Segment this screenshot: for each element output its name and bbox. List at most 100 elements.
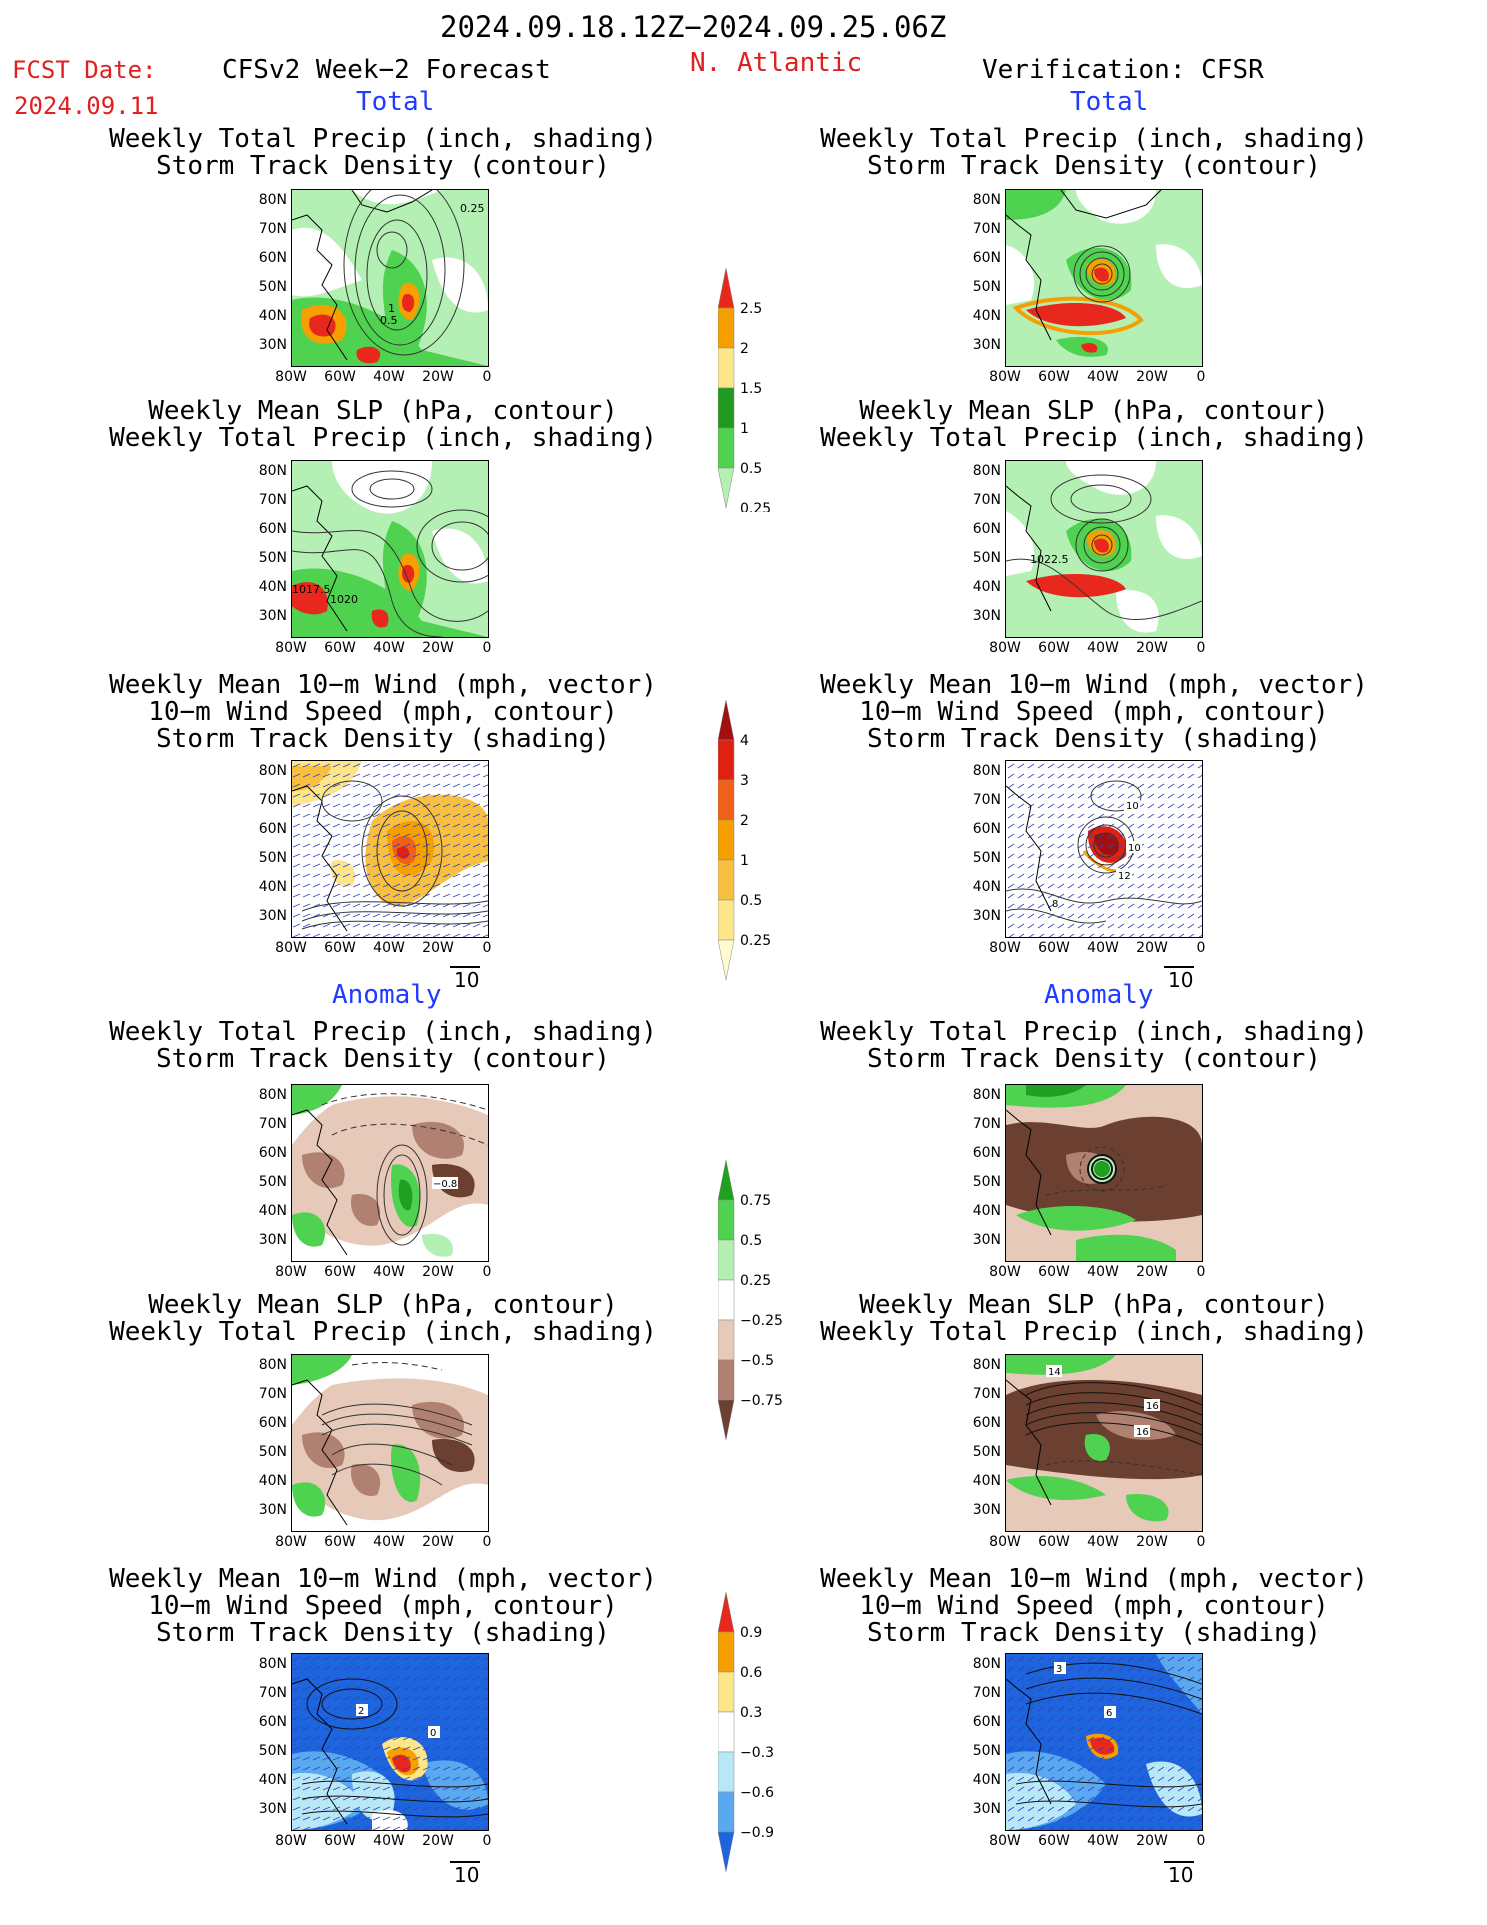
lat-tick-label: 50N bbox=[258, 850, 287, 866]
lon-tick-label: 20W bbox=[422, 369, 454, 385]
lat-tick-label: 60N bbox=[258, 250, 287, 266]
lon-tick-label: 40W bbox=[373, 940, 405, 956]
colorbar-swatch bbox=[717, 347, 735, 389]
colorbar-swatch bbox=[717, 267, 735, 309]
vector-reference-label: 10 bbox=[1168, 968, 1194, 992]
panel-title-line: Storm Track Density (contour) bbox=[156, 151, 610, 181]
lon-tick-label: 40W bbox=[373, 369, 405, 385]
lat-tick-label: 70N bbox=[972, 792, 1001, 808]
lat-tick-label: 30N bbox=[972, 337, 1001, 353]
colorbar-graphic: 4 3 2 1 0.5 0.25 bbox=[717, 699, 771, 981]
contour-label: 10 bbox=[1126, 801, 1139, 812]
lon-tick-label: 80W bbox=[275, 1833, 307, 1849]
colorbar-swatch bbox=[717, 1591, 735, 1633]
lon-tick-label: 80W bbox=[989, 369, 1021, 385]
map-forecast-total-wind bbox=[291, 760, 489, 938]
colorbar-label: −0.3 bbox=[740, 1745, 774, 1761]
lon-tick-label: 20W bbox=[422, 1264, 454, 1280]
lon-tick-label: 40W bbox=[1087, 1264, 1119, 1280]
lon-tick-label: 0 bbox=[482, 1264, 492, 1280]
colorbar-precip-total: 2.5 2 1.5 1 0.5 0.25 bbox=[717, 267, 808, 517]
lat-tick-label: 70N bbox=[972, 1386, 1001, 1402]
lat-tick-label: 50N bbox=[258, 1444, 287, 1460]
lat-tick-label: 50N bbox=[258, 1174, 287, 1190]
colorbar-label: 0.25 bbox=[740, 1273, 771, 1289]
lon-tick-label: 40W bbox=[1087, 1833, 1119, 1849]
contour-label: 3 bbox=[1056, 1664, 1062, 1675]
lat-tick-label: 30N bbox=[258, 1232, 287, 1248]
lon-tick-label: 20W bbox=[1136, 640, 1168, 656]
lon-tick-label: 60W bbox=[1038, 369, 1070, 385]
lat-tick-label: 50N bbox=[972, 1174, 1001, 1190]
panel-title-line: Weekly Total Precip (inch, shading) bbox=[109, 124, 657, 154]
lat-tick-label: 60N bbox=[972, 1145, 1001, 1161]
lon-tick-label: 60W bbox=[324, 1534, 356, 1550]
colorbar-swatch bbox=[717, 779, 735, 821]
contour-label: 1020 bbox=[330, 593, 358, 606]
colorbar-swatch bbox=[717, 1399, 735, 1441]
lat-tick-label: 50N bbox=[972, 850, 1001, 866]
lat-tick-label: 80N bbox=[258, 763, 287, 779]
lat-tick-label: 40N bbox=[972, 579, 1001, 595]
lat-tick-label: 50N bbox=[258, 279, 287, 295]
colorbar-swatch bbox=[717, 899, 735, 941]
lon-tick-label: 80W bbox=[275, 940, 307, 956]
map-forecast-total-slp: 1017.5 1020 bbox=[291, 460, 489, 638]
lat-tick-label: 80N bbox=[258, 1656, 287, 1672]
panel-title-line: Weekly Total Precip (inch, shading) bbox=[820, 423, 1368, 453]
panel-title-line: Storm Track Density (shading) bbox=[156, 724, 610, 754]
lon-tick-label: 60W bbox=[1038, 640, 1070, 656]
lon-tick-label: 60W bbox=[1038, 1264, 1070, 1280]
lat-tick-label: 70N bbox=[972, 221, 1001, 237]
vector-reference-arrow bbox=[1164, 966, 1194, 968]
lon-tick-label: 0 bbox=[482, 369, 492, 385]
lat-tick-label: 60N bbox=[972, 1415, 1001, 1431]
lon-tick-label: 20W bbox=[422, 1833, 454, 1849]
panel-title-line: Weekly Mean 10−m Wind (mph, vector) bbox=[109, 1564, 657, 1594]
map-analysis-anomaly-slp: 14 16 16 bbox=[1005, 1354, 1203, 1532]
lat-tick-label: 80N bbox=[972, 192, 1001, 208]
panel-title-line: Weekly Mean SLP (hPa, contour) bbox=[859, 396, 1329, 426]
colorbar-label: 1 bbox=[740, 421, 749, 437]
lon-tick-label: 20W bbox=[1136, 369, 1168, 385]
map-forecast-anomaly-precip: −0.8 bbox=[291, 1084, 489, 1262]
lon-tick-label: 0 bbox=[1196, 1264, 1206, 1280]
map-analysis-anomaly-wind: 3 6 bbox=[1005, 1653, 1203, 1831]
colorbar-graphic: 2.5 2 1.5 1 0.5 0.25 bbox=[717, 267, 771, 517]
panel-title-line: Weekly Mean SLP (hPa, contour) bbox=[148, 1290, 618, 1320]
colorbar-swatch bbox=[717, 1319, 735, 1361]
lon-tick-label: 40W bbox=[1087, 1534, 1119, 1550]
colorbar-label: 2.5 bbox=[740, 301, 762, 317]
colorbar-label: 0.9 bbox=[740, 1625, 762, 1641]
colorbar-swatch bbox=[717, 1711, 735, 1753]
colorbar-swatch bbox=[717, 819, 735, 861]
lat-tick-label: 40N bbox=[972, 308, 1001, 324]
colorbar-swatch bbox=[717, 1671, 735, 1713]
lon-tick-label: 20W bbox=[422, 940, 454, 956]
colorbar-swatch bbox=[717, 1199, 735, 1241]
map-analysis-total-slp: 1022.5 bbox=[1005, 460, 1203, 638]
colorbar-label: 0.3 bbox=[740, 1705, 762, 1721]
region-title: N. Atlantic bbox=[690, 48, 863, 78]
panel-title-line: Weekly Total Precip (inch, shading) bbox=[820, 1317, 1368, 1347]
panel-title-line: Weekly Total Precip (inch, shading) bbox=[109, 1017, 657, 1047]
verification-title: Verification: CFSR bbox=[982, 55, 1264, 85]
vector-reference-arrow bbox=[1164, 1861, 1194, 1863]
colorbar-graphic: 0.9 0.6 0.3 −0.3 −0.6 −0.9 bbox=[717, 1591, 774, 1873]
contour-label: 0.25 bbox=[460, 202, 485, 215]
vector-reference-arrow bbox=[450, 1861, 480, 1863]
lat-tick-label: 70N bbox=[258, 1386, 287, 1402]
lat-tick-label: 50N bbox=[972, 1444, 1001, 1460]
panel-title-line: Weekly Mean SLP (hPa, contour) bbox=[148, 396, 618, 426]
panel-title-line: Weekly Total Precip (inch, shading) bbox=[820, 124, 1368, 154]
lon-tick-label: 60W bbox=[324, 369, 356, 385]
lon-tick-label: 0 bbox=[482, 1833, 492, 1849]
colorbar-swatch bbox=[717, 739, 735, 781]
colorbar-swatch bbox=[717, 699, 735, 741]
colorbar-label: 0.5 bbox=[740, 893, 762, 909]
lat-tick-label: 70N bbox=[972, 1116, 1001, 1132]
lat-tick-label: 50N bbox=[258, 1743, 287, 1759]
panel-title-line: Storm Track Density (contour) bbox=[867, 1044, 1321, 1074]
map-forecast-anomaly-wind: 2 0 bbox=[291, 1653, 489, 1831]
